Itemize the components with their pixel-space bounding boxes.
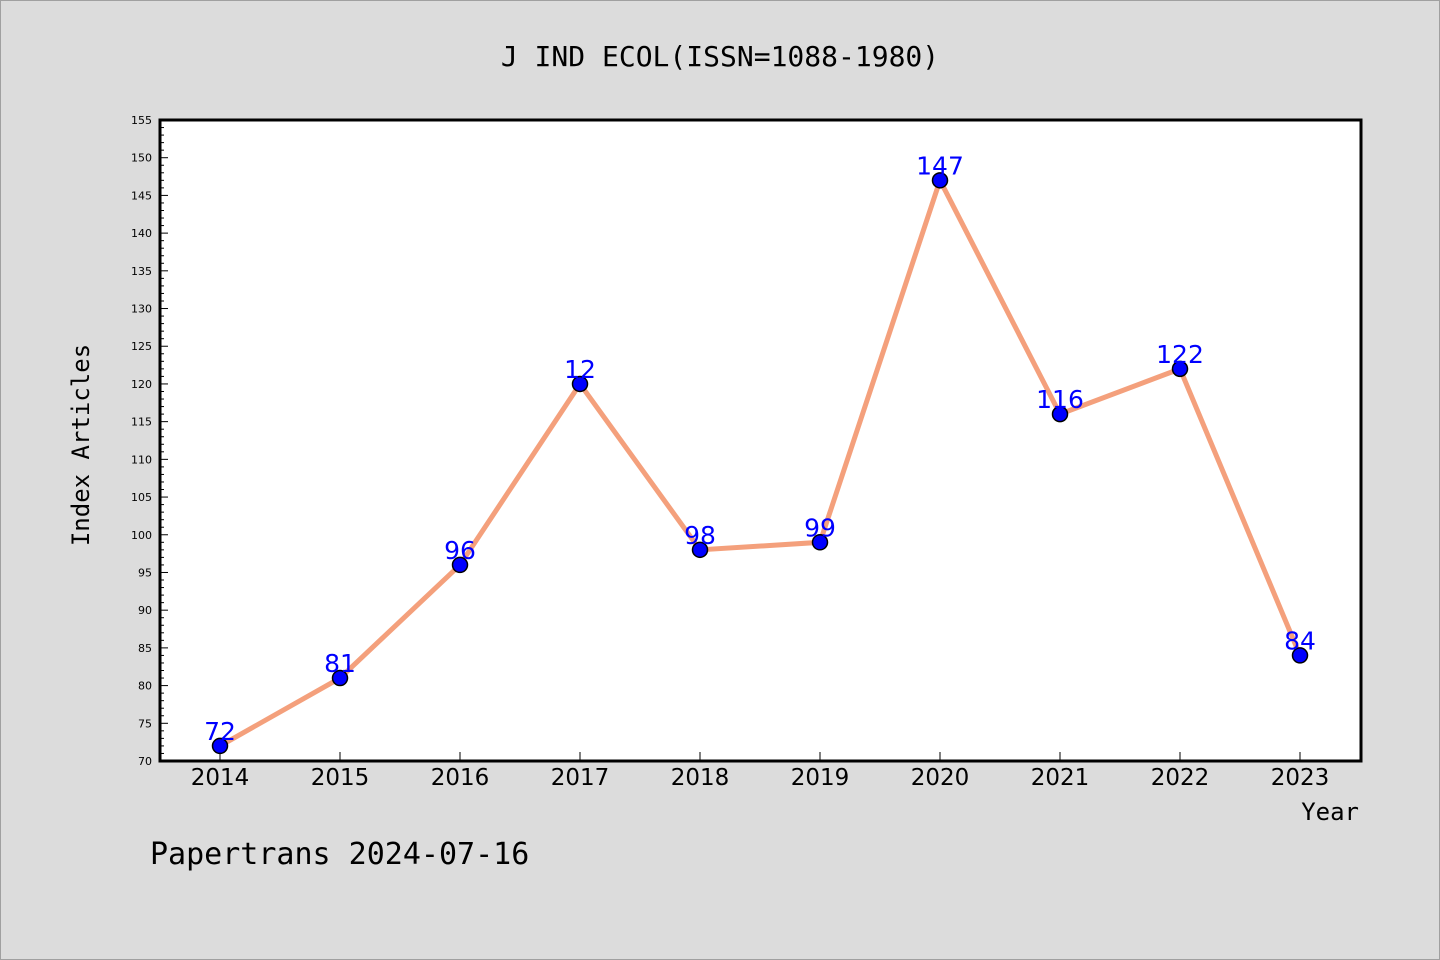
y-tick-label: 115 (131, 416, 152, 429)
data-label: 147 (916, 151, 964, 180)
y-tick-label: 80 (138, 680, 152, 693)
plot-area (158, 118, 1363, 763)
data-label: 99 (804, 513, 836, 542)
data-point (451, 556, 469, 574)
y-tick-label: 125 (131, 340, 152, 353)
y-tick-label: 130 (131, 303, 152, 316)
x-tick-label: 2022 (1151, 765, 1210, 791)
data-label: 96 (444, 536, 476, 565)
x-axis-label: Year (1301, 798, 1359, 826)
x-tick-label: 2023 (1271, 765, 1330, 791)
x-axis-ticks: 2014 2015 2016 2017 2018 2019 2020 2021 2022 2023 (191, 752, 1330, 791)
y-tick-label: 75 (138, 717, 152, 730)
y-tick-label: 105 (131, 491, 152, 504)
data-label-group: 72 81 96 12 98 99 147 116 122 84 (204, 151, 1316, 746)
data-point (1051, 405, 1069, 423)
y-axis-label: Index Articles (67, 344, 95, 546)
x-tick-label: 2020 (911, 765, 970, 791)
y-tick-label: 110 (131, 453, 152, 466)
x-tick-label: 2014 (191, 765, 250, 791)
y-tick-label: 155 (131, 114, 152, 127)
data-point (211, 737, 229, 755)
y-tick-label: 100 (131, 529, 152, 542)
data-label: 122 (1156, 340, 1204, 369)
data-point (931, 172, 949, 189)
data-label: 81 (324, 649, 356, 678)
data-point (1291, 647, 1309, 664)
data-point (571, 375, 589, 393)
x-tick-label: 2017 (551, 765, 610, 791)
x-tick-label: 2018 (671, 765, 730, 791)
y-tick-label: 145 (131, 189, 152, 202)
y-axis-ticks: 70 75 80 85 90 95 100 105 110 115 120 125 130 135 140 1… (131, 114, 168, 768)
data-label: 72 (204, 717, 236, 746)
y-tick-label: 140 (131, 227, 152, 240)
y-tick-label: 95 (138, 566, 152, 579)
series-line (218, 173, 1303, 749)
data-point (691, 541, 709, 559)
watermark-text: Papertrans 2024-07-16 (150, 837, 529, 872)
y-tick-label: 70 (138, 755, 152, 768)
data-point (1171, 360, 1189, 378)
data-label: 98 (684, 521, 716, 550)
series-line-group (211, 172, 1309, 755)
x-tick-label: 2021 (1031, 765, 1090, 791)
y-tick-label: 135 (131, 265, 152, 278)
chart-title: J IND ECOL(ISSN=1088-1980) (501, 40, 939, 73)
data-point (331, 669, 349, 687)
x-tick-label: 2016 (431, 765, 490, 791)
y-tick-label: 85 (138, 642, 152, 655)
y-tick-label: 150 (131, 152, 152, 165)
data-label: 84 (1284, 626, 1316, 655)
data-label: 116 (1036, 385, 1084, 414)
y-tick-label: 90 (138, 604, 152, 617)
x-tick-label: 2015 (311, 765, 370, 791)
data-label: 12 (564, 355, 596, 384)
y-tick-label: 120 (131, 378, 152, 391)
x-tick-label: 2019 (791, 765, 850, 791)
data-point (811, 534, 829, 551)
